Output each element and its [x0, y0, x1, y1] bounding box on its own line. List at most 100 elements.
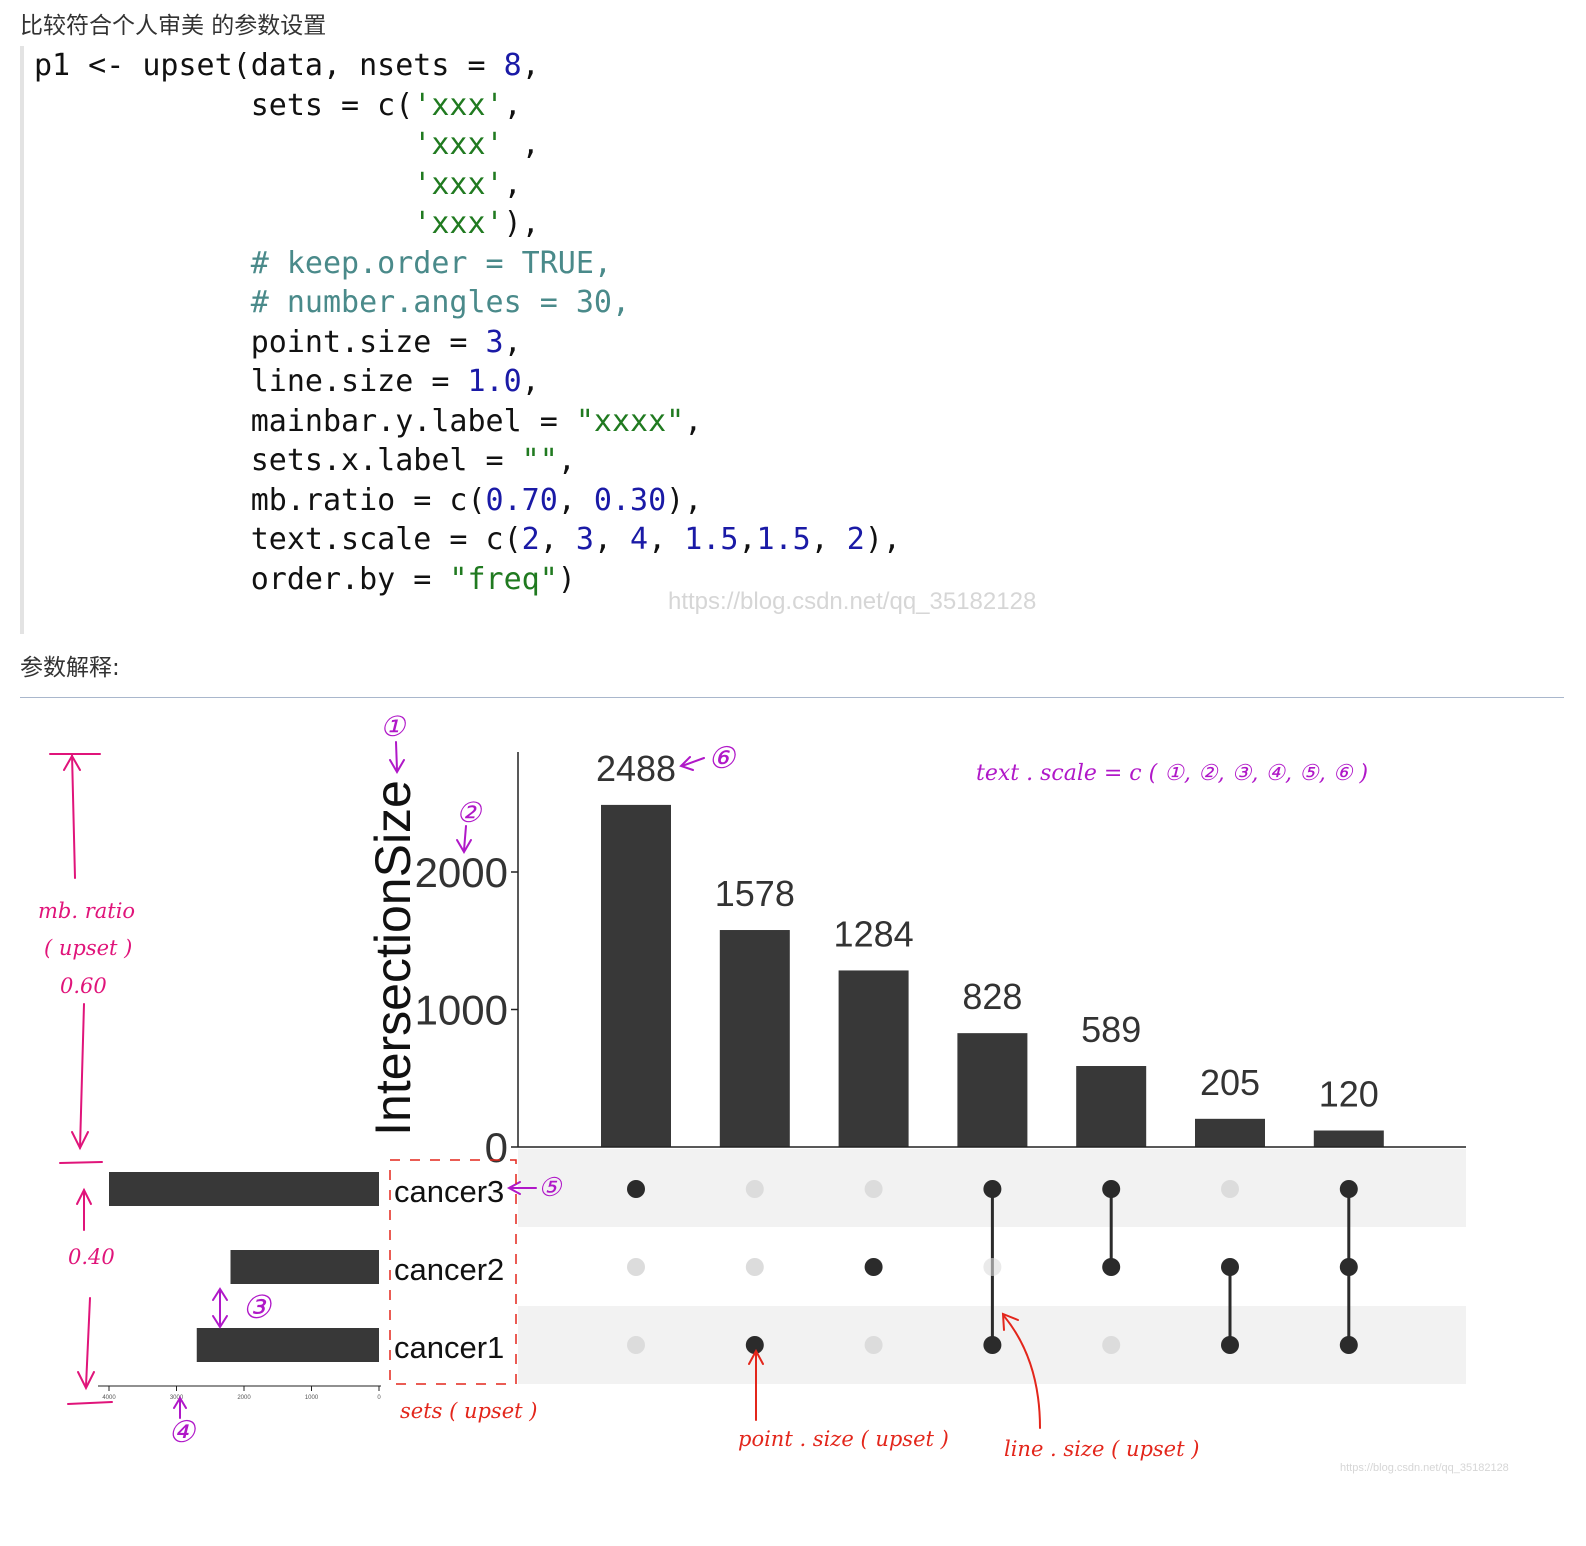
- set-size-tick-label: 2000: [237, 1395, 251, 1401]
- code-token: ,: [738, 522, 757, 557]
- intersection-bar: [957, 1033, 1028, 1147]
- code-token: ,: [503, 166, 522, 202]
- code-token: ,: [539, 522, 576, 557]
- code-block: p1 <- upset(data, nsets = 8, sets = c('x…: [20, 46, 1224, 634]
- set-label: cancer2: [394, 1252, 504, 1287]
- set-size-tick-label: 3000: [170, 1395, 184, 1401]
- annotation-arrowhead: [1001, 1312, 1019, 1331]
- annotation-arrowhead: [748, 1348, 764, 1365]
- matrix-dot-empty: [864, 1180, 883, 1198]
- explain-heading: 参数解释:: [20, 655, 120, 681]
- y-axis-title: IntersectionSize: [365, 780, 421, 1136]
- code-token: 4: [630, 522, 649, 557]
- annotation-mb-ratio-upset: ( upset ): [44, 936, 132, 960]
- code-token: mainbar.y.label =: [34, 403, 576, 439]
- set-size-bar: [230, 1250, 379, 1284]
- code-token: ,: [684, 403, 703, 439]
- matrix-dot-filled: [1339, 1336, 1358, 1354]
- intersection-bar: [1076, 1066, 1147, 1147]
- code-token: sets.x.label =: [34, 443, 522, 478]
- code-token: 1.5: [756, 522, 811, 557]
- annotation-arrow: [79, 1003, 85, 1149]
- annotation-circle-6: ⑥: [708, 741, 737, 776]
- intersection-bar: [601, 804, 671, 1147]
- code-token: ,: [503, 127, 540, 162]
- code-token: 8: [503, 48, 522, 83]
- code-line: line.size = 1.0,: [34, 362, 540, 402]
- matrix-dot-filled: [864, 1258, 883, 1276]
- code-line: point.size = 3,: [34, 323, 522, 363]
- code-token: 2: [521, 522, 540, 557]
- annotation-line-size: line . size ( upset ): [1004, 1437, 1199, 1461]
- code-token: 'xxx': [413, 87, 504, 123]
- annotation-arrowhead: [63, 753, 81, 771]
- matrix-dot-empty: [627, 1336, 645, 1354]
- bar-value-label: 205: [1200, 1062, 1260, 1103]
- code-token: 3: [575, 522, 594, 557]
- matrix-dot-empty: [864, 1336, 883, 1354]
- code-token: ,: [521, 364, 540, 399]
- annotation-text-scale: text . scale = c ( ①, ②, ③, ④, ⑤, ⑥ ): [976, 761, 1368, 786]
- intersection-bar: [719, 930, 790, 1147]
- annotation-circle-4: ④: [168, 1415, 197, 1450]
- code-line: text.scale = c(2, 3, 4, 1.5,1.5, 2),: [34, 520, 901, 560]
- annotation-ratio-060: 0.60: [60, 974, 107, 998]
- bar-value-label: 2488: [596, 748, 676, 789]
- code-line: mb.ratio = c(0.70, 0.30),: [34, 481, 703, 521]
- matrix-dot-empty: [983, 1258, 1002, 1276]
- code-token: # number.angles = 30,: [250, 285, 631, 320]
- set-size-bar: [196, 1328, 379, 1362]
- code-line: 'xxx' ,: [34, 125, 540, 165]
- annotation-arrow: [463, 825, 467, 851]
- annotation-line: [59, 1161, 103, 1164]
- set-size-tick-label: 0: [377, 1395, 381, 1401]
- code-token: ): [557, 561, 576, 597]
- intersection-bar: [1313, 1130, 1384, 1147]
- y-tick-label: 0: [485, 1124, 508, 1171]
- code-token: order.by =: [34, 561, 450, 597]
- matrix-dot-filled: [1221, 1258, 1239, 1276]
- code-token: mb.ratio = c(: [34, 482, 486, 518]
- code-line: sets = c('xxx',: [34, 86, 522, 126]
- annotation-arrow: [1003, 1315, 1041, 1429]
- code-token: ,: [557, 443, 576, 478]
- annotation-arrowhead: [212, 1315, 228, 1329]
- code-token: "": [521, 443, 558, 478]
- matrix-dot-filled: [983, 1336, 1002, 1354]
- set-label: cancer3: [394, 1174, 504, 1209]
- annotation-arrowhead: [71, 1131, 89, 1151]
- annotation-arrowhead: [679, 756, 694, 771]
- annotation-arrowhead: [76, 1187, 92, 1205]
- bar-value-label: 589: [1081, 1009, 1141, 1050]
- code-token: 'xxx': [413, 206, 504, 241]
- code-token: 'xxx': [413, 166, 504, 202]
- annotation-ratio-040: 0.40: [68, 1245, 115, 1269]
- y-tick-label: 2000: [415, 849, 508, 896]
- annotation-arrow: [395, 741, 398, 771]
- annotation-arrow: [681, 757, 705, 767]
- annotation-circle-2: ②: [456, 796, 483, 829]
- code-line: 'xxx'),: [34, 204, 540, 244]
- code-token: ),: [666, 482, 703, 518]
- code-token: point.size =: [34, 324, 486, 360]
- annotation-arrowhead: [389, 759, 405, 774]
- code-line: mainbar.y.label = "xxxx",: [34, 402, 703, 442]
- code-token: ),: [503, 206, 540, 241]
- annotation-line: [67, 1401, 113, 1405]
- bar-value-label: 120: [1319, 1074, 1379, 1115]
- code-token: 3: [485, 324, 504, 360]
- matrix-dot-filled: [983, 1180, 1002, 1198]
- code-token: ,: [593, 522, 631, 557]
- code-token: sets = c(: [34, 87, 414, 123]
- code-token: ),: [864, 522, 901, 557]
- code-token: 0.30: [593, 482, 667, 518]
- matrix-dot-filled: [627, 1180, 645, 1198]
- matrix-dot-empty: [1221, 1180, 1239, 1198]
- code-token: text.scale = c(: [34, 522, 522, 557]
- bar-value-label: 1578: [715, 873, 795, 914]
- intersection-bar: [1195, 1118, 1265, 1147]
- code-token: 2: [846, 522, 865, 557]
- code-token: ,: [648, 522, 685, 557]
- annotation-circle-1: ①: [380, 710, 407, 743]
